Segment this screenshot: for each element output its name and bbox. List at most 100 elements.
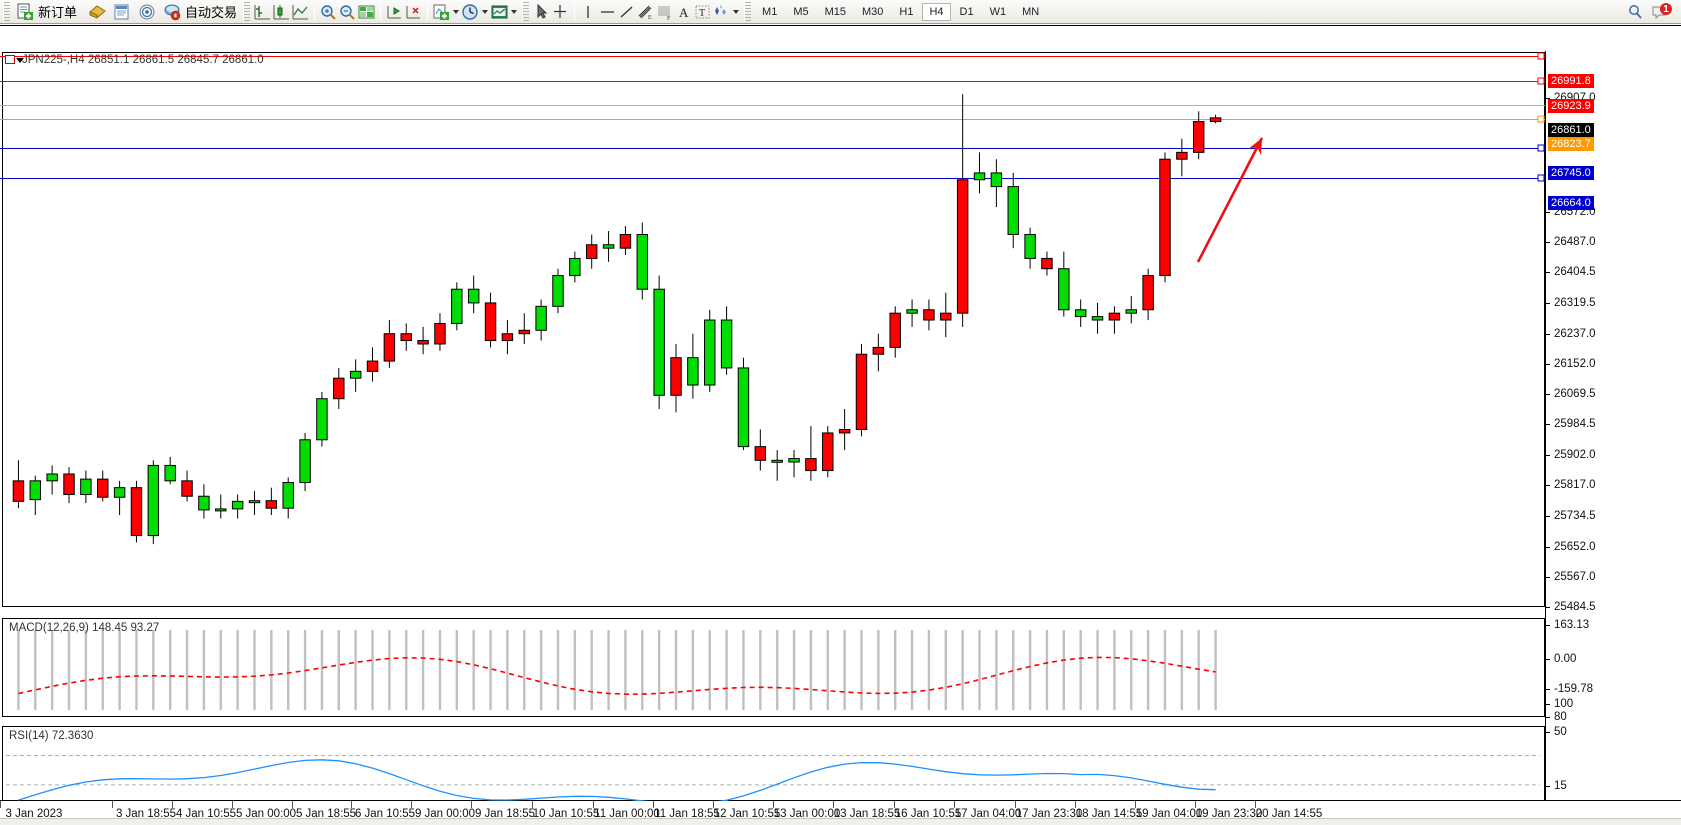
timeframe-h1[interactable]: H1 (899, 5, 914, 18)
text-box-icon[interactable]: T (693, 3, 712, 21)
crosshair-icon[interactable] (551, 3, 570, 21)
time-label: 9 Jan 00:00 (414, 808, 476, 820)
price-tag-support-2[interactable]: 26664.0 (1548, 196, 1594, 210)
price-line-take-profit-1[interactable] (0, 81, 1545, 82)
indicators-dropdown-caret[interactable] (453, 9, 460, 14)
bar-chart-icon[interactable] (253, 3, 272, 21)
price-axis-tick (1546, 607, 1550, 608)
indicators-icon[interactable] (432, 3, 451, 21)
price-line-support-1[interactable] (0, 148, 1545, 149)
price-line-entry-price[interactable] (0, 119, 1545, 120)
timeframe-mn[interactable]: MN (1022, 5, 1040, 18)
shapes-icon[interactable] (712, 3, 731, 21)
terminal-icon[interactable] (163, 3, 182, 21)
zoom-in-icon[interactable] (319, 3, 338, 21)
price-axis-label: 25652.0 (1554, 541, 1596, 553)
expert-advisors-icon[interactable] (88, 3, 107, 21)
price-handle-support-1[interactable] (1537, 144, 1545, 152)
timeframe-w1[interactable]: W1 (989, 5, 1007, 18)
time-tick (1195, 801, 1196, 808)
price-tag-take-profit-2[interactable]: 26991.8 (1548, 74, 1594, 88)
price-tag-support-1[interactable]: 26745.0 (1548, 166, 1594, 180)
messages-icon[interactable]: 1 (1651, 2, 1673, 21)
price-axis-tick (1546, 212, 1550, 213)
chart-area[interactable]: JPN225-,H4 26851.1 26861.5 26845.7 26861… (0, 25, 1681, 823)
price-pane[interactable] (2, 52, 1545, 607)
toolbar-grip-2[interactable] (243, 1, 251, 22)
price-axis[interactable]: 26907.0 26572.0 26487.0 26404.5 26319.5 26237… (1545, 51, 1681, 803)
candlestick-chart-icon[interactable] (272, 3, 291, 21)
price-axis-label: 25817.0 (1554, 479, 1596, 491)
trendline-icon[interactable] (617, 3, 636, 21)
shapes-dropdown-caret[interactable] (733, 9, 740, 14)
macd-axis-tick (1546, 659, 1550, 660)
price-line-take-profit-2[interactable] (0, 56, 1545, 57)
price-line-current-price[interactable] (0, 105, 1545, 106)
toolbar-separator-3 (427, 2, 429, 21)
price-tag-entry-price[interactable]: 26823.7 (1548, 137, 1594, 151)
price-handle-take-profit-2[interactable] (1537, 52, 1545, 60)
time-label: 3 Jan 18:55 (115, 808, 177, 820)
macd-pane[interactable]: MACD(12,26,9) 148.45 93.27 (2, 618, 1545, 717)
equidistant-channel-icon[interactable]: E (636, 3, 655, 21)
cursor-icon[interactable] (532, 3, 551, 21)
price-tag-take-profit-1[interactable]: 26923.9 (1548, 99, 1594, 113)
price-line-support-2[interactable] (0, 178, 1545, 179)
line-chart-icon[interactable] (291, 3, 310, 21)
periods-icon[interactable] (461, 3, 480, 21)
price-tag-current-price[interactable]: 26861.0 (1548, 123, 1594, 137)
timeframe-group: M1 M5 M15 M30 H1 H4 D1 W1 MN (754, 2, 1047, 21)
shift-icon[interactable] (385, 3, 404, 21)
toolbar-grip-4[interactable] (744, 1, 752, 22)
horizontal-line-icon[interactable] (598, 3, 617, 21)
time-label: 16 Jan 10:55 (894, 808, 962, 820)
price-axis-label: 26237.0 (1554, 328, 1596, 340)
timeframe-d1[interactable]: D1 (959, 5, 974, 18)
search-icon[interactable] (1626, 3, 1645, 21)
timeframe-m30[interactable]: M30 (862, 5, 884, 18)
svg-text:A: A (679, 5, 689, 20)
toolbar-grip-3[interactable] (522, 1, 530, 22)
rsi-axis-tick (1546, 732, 1550, 733)
macd-axis-tick (1546, 625, 1550, 626)
rsi-axis-tick (1546, 786, 1550, 787)
vertical-line-icon[interactable] (579, 3, 598, 21)
toolbar-grip[interactable] (3, 1, 10, 22)
price-axis-label: 26404.5 (1554, 266, 1596, 278)
price-axis-tick (1546, 272, 1550, 273)
time-label: 11 Jan 18:55 (654, 808, 720, 820)
timeframe-m1[interactable]: M1 (762, 5, 778, 18)
timeframe-m15[interactable]: M15 (824, 5, 846, 18)
macd-label: MACD(12,26,9) 148.45 93.27 (9, 622, 160, 634)
price-handle-support-2[interactable] (1537, 174, 1545, 182)
templates-dropdown-caret[interactable] (511, 9, 518, 14)
periods-dropdown-caret[interactable] (482, 9, 489, 14)
macd-axis-label: 0.00 (1554, 653, 1577, 665)
price-axis-tick (1546, 577, 1550, 578)
time-tick (894, 801, 895, 808)
price-axis-tick (1546, 424, 1550, 425)
autoscroll-icon[interactable] (404, 3, 423, 21)
rsi-label: RSI(14) 72.3630 (9, 730, 94, 742)
time-tick (653, 801, 654, 808)
main-toolbar: 新订单 (0, 0, 1681, 24)
svg-text:E: E (648, 15, 652, 21)
grid-icon[interactable] (357, 3, 376, 21)
time-tick (0, 801, 1, 808)
templates-icon[interactable] (490, 3, 509, 21)
time-label: 6 Jan 10:55 (354, 808, 416, 820)
zoom-out-icon[interactable] (338, 3, 357, 21)
time-label: 4 Jan 10:55 (175, 808, 237, 820)
timeframe-m5[interactable]: M5 (793, 5, 809, 18)
market-watch-icon[interactable] (113, 3, 132, 21)
new-order-button[interactable]: 新订单 (13, 1, 80, 23)
svg-text:T: T (699, 8, 705, 19)
text-label-icon[interactable]: A (674, 3, 693, 21)
fibonacci-icon[interactable]: F (655, 3, 674, 21)
price-handle-entry-price[interactable] (1537, 115, 1545, 123)
autotrading-button[interactable]: 自动交易 (182, 1, 240, 23)
timeframe-h4[interactable]: H4 (922, 2, 951, 21)
time-tick (833, 801, 834, 808)
navigator-icon[interactable] (138, 3, 157, 21)
price-handle-take-profit-1[interactable] (1537, 77, 1545, 85)
